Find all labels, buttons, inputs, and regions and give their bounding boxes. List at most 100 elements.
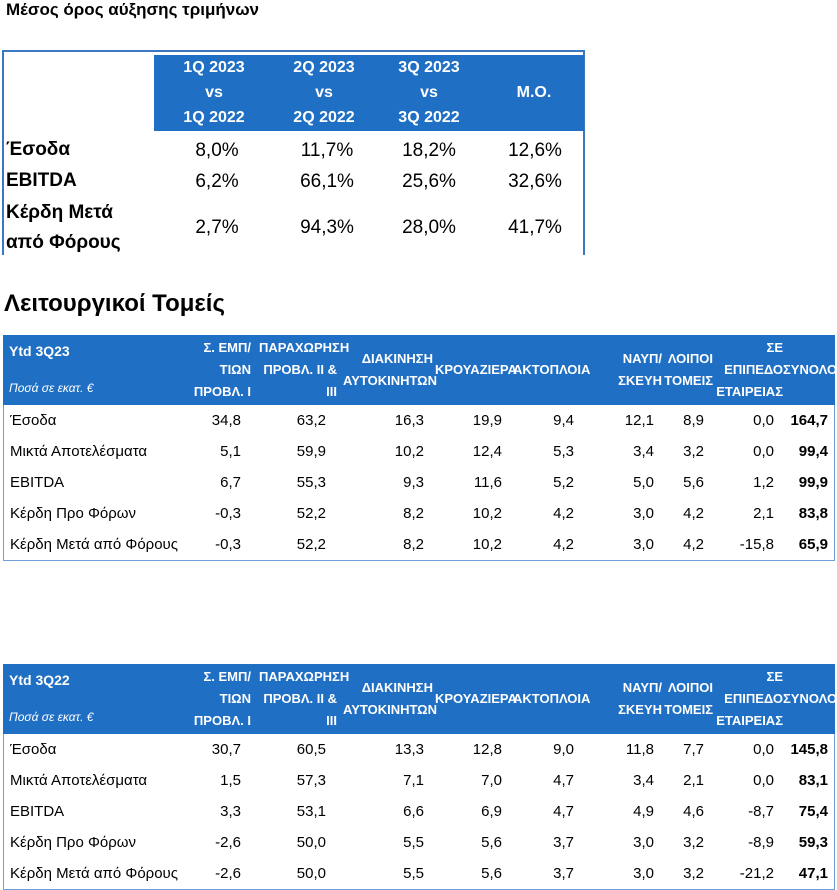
table-cell: 1,5 <box>220 772 241 789</box>
sector-table-3q23: Ytd 3Q23 Ποσά σε εκατ. € Σ. ΕΜΠ/ΤΙΩΝ ΠΡΟΒΛ.… <box>3 335 837 577</box>
growth-cell: 2,7% <box>195 217 239 238</box>
sector-table-title: Ytd 3Q23 <box>9 343 70 359</box>
column-header: ΚΡΟΥΑΖΙΕΡΑ <box>435 335 517 405</box>
row-label: Έσοδα <box>10 412 57 429</box>
table-cell: 5,6 <box>481 834 502 851</box>
column-header-line: ΕΤΑΙΡΕΙΑΣ <box>716 713 783 728</box>
column-header: ΔΙΑΚΙΝΗΣΗ ΑΥΤΟΚΙΝΗΤΩΝ <box>343 335 437 405</box>
row-label: EBITDA <box>10 474 65 491</box>
table-cell: 52,2 <box>296 505 326 522</box>
growth-row-label: EBITDA <box>6 170 77 191</box>
table-cell: 53,1 <box>296 803 326 820</box>
row-label: Κέρδη Προ Φόρων <box>10 834 137 851</box>
total-cell: 47,1 <box>798 865 828 882</box>
table-cell: 11,8 <box>625 741 654 758</box>
sector-table-header: Ytd 3Q23 Ποσά σε εκατ. € Σ. ΕΜΠ/ΤΙΩΝ ΠΡΟΒΛ.… <box>3 335 837 405</box>
table-row: Κέρδη Προ Φόρων -2,6 50,0 5,5 5,6 3,7 3,0 3,2 -8… <box>4 827 834 858</box>
table-cell: 8,9 <box>683 412 704 429</box>
sector-table-header: Ytd 3Q22 Ποσά σε εκατ. € Σ. ΕΜΠ/ΤΙΩΝ ΠΡΟΒΛ.… <box>3 664 837 734</box>
table-cell: 4,7 <box>553 772 574 789</box>
column-header: Σ. ΕΜΠ/ΤΙΩΝ ΠΡΟΒΛ. Ι <box>181 335 251 405</box>
table-row: EBITDA 3,3 53,1 6,6 6,9 4,7 4,9 4,6 -8,7 75,4 <box>4 796 834 827</box>
table-cell: 4,2 <box>683 536 704 553</box>
column-header-line: ΔΙΑΚΙΝΗΣΗ <box>361 351 433 366</box>
growth-header-q2: 2Q 2023 vs 2Q 2022 <box>264 55 384 131</box>
row-label: Κέρδη Προ Φόρων <box>10 505 137 522</box>
column-header: ΣΥΝΟΛΟ <box>783 335 837 405</box>
table-cell: -0,3 <box>215 505 241 522</box>
table-cell: 3,3 <box>220 803 241 820</box>
growth-cell: 8,0% <box>195 140 239 161</box>
amounts-unit-label: Ποσά σε εκατ. € <box>9 710 94 724</box>
table-cell: 4,2 <box>683 505 704 522</box>
growth-header-q3: 3Q 2023 vs 3Q 2022 <box>374 55 484 131</box>
column-header: ΝΑΥΠ/ΣΚΕΥΗ <box>588 335 662 405</box>
growth-row-label: Έσοδα <box>6 139 71 160</box>
table-cell: 63,2 <box>296 412 326 429</box>
table-cell: 13,3 <box>394 741 424 758</box>
column-header-line: ΣΥΝΟΛΟ <box>783 362 837 377</box>
total-cell: 83,1 <box>798 772 828 789</box>
table-cell: 5,5 <box>403 834 424 851</box>
table-cell: 55,3 <box>296 474 326 491</box>
column-header-line: ΠΡΟΒΛ. ΙΙ & ΙΙΙ <box>263 691 337 728</box>
table-cell: 3,7 <box>553 865 574 882</box>
table-cell: 5,0 <box>633 474 654 491</box>
table-cell: 30,7 <box>211 741 241 758</box>
table-row: Μικτά Αποτελέσματα 1,5 57,3 7,1 7,0 4,7 3,4 2,1… <box>4 765 834 796</box>
growth-title: Μέσος όρος αύξησης τριμήνων <box>6 0 260 19</box>
table-row: Κέρδη Μετά από Φόρους -2,6 50,0 5,5 5,6 3,7 3,… <box>4 858 834 889</box>
table-cell: 7,1 <box>403 772 424 789</box>
column-header-line: ΠΡΟΒΛ. Ι <box>193 384 251 399</box>
sector-table-title: Ytd 3Q22 <box>9 672 70 688</box>
growth-cell: 32,6% <box>508 171 562 192</box>
column-header: ΠΑΡΑΧΩΡΗΣΗ ΠΡΟΒΛ. ΙΙ & ΙΙΙ <box>259 335 349 405</box>
column-header-line: ΠΡΟΒΛ. Ι <box>193 713 251 728</box>
column-header-line: ΑΥΤΟΚΙΝΗΤΩΝ <box>343 373 437 388</box>
total-cell: 99,9 <box>798 474 828 491</box>
column-header-line: ΠΡΟΒΛ. ΙΙ & ΙΙΙ <box>263 362 337 399</box>
column-header-line: ΣΕ ΕΠΙΠΕΔΟ <box>724 669 783 706</box>
table-cell: 5,5 <box>403 865 424 882</box>
growth-cell: 94,3% <box>300 217 354 238</box>
table-cell: -0,3 <box>215 536 241 553</box>
table-cell: 3,7 <box>553 834 574 851</box>
growth-header-q3-line3: 3Q 2022 <box>398 109 460 126</box>
table-row: Έσοδα 34,8 63,2 16,3 19,9 9,4 12,1 8,9 0,0 164,7 <box>4 405 834 436</box>
growth-header-mo-label: M.O. <box>516 84 552 101</box>
table-cell: -15,8 <box>739 536 774 553</box>
table-cell: 12,4 <box>472 443 502 460</box>
table-row: Έσοδα 30,7 60,5 13,3 12,8 9,0 11,8 7,7 0,0 145,8 <box>4 734 834 765</box>
column-header-line: ΔΙΑΚΙΝΗΣΗ <box>361 680 433 695</box>
column-header-line: ΕΤΑΙΡΕΙΑΣ <box>716 384 783 399</box>
growth-cell: 41,7% <box>508 217 562 238</box>
table-cell: 3,2 <box>683 443 704 460</box>
total-cell: 164,7 <box>790 412 828 429</box>
column-header: ΣΕ ΕΠΙΠΕΔΟ ΕΤΑΙΡΕΙΑΣ <box>715 335 783 405</box>
total-cell: 145,8 <box>790 741 828 758</box>
table-cell: 4,6 <box>683 803 704 820</box>
column-header-line: ΤΟΜΕΙΣ <box>664 373 713 388</box>
growth-row-label: Κέρδη Μετά <box>6 202 113 223</box>
frame-right <box>583 50 585 255</box>
growth-header-q2-line3: 2Q 2022 <box>293 109 355 126</box>
growth-cell: 6,2% <box>195 171 239 192</box>
growth-cell: 18,2% <box>402 140 456 161</box>
table-cell: 5,2 <box>553 474 574 491</box>
column-header-line: ΣΥΝΟΛΟ <box>783 691 837 706</box>
growth-cell: 66,1% <box>300 171 354 192</box>
total-cell: 99,4 <box>798 443 828 460</box>
table-cell: 10,2 <box>472 505 502 522</box>
table-cell: 8,2 <box>403 536 424 553</box>
table-cell: 0,0 <box>753 741 774 758</box>
column-header: ΛΟΙΠΟΙ ΤΟΜΕΙΣ <box>663 335 713 405</box>
column-header-line: Σ. ΕΜΠ/ΤΙΩΝ <box>203 340 251 377</box>
column-header-line: ΣΕ ΕΠΙΠΕΔΟ <box>724 340 783 377</box>
table-cell: 4,2 <box>553 505 574 522</box>
table-cell: 57,3 <box>296 772 326 789</box>
column-header-line: ΠΑΡΑΧΩΡΗΣΗ <box>259 669 350 684</box>
row-label: Κέρδη Μετά από Φόρους <box>10 536 178 553</box>
growth-header-q1: 1Q 2023 vs 1Q 2022 <box>154 55 274 131</box>
column-header-line: ΑΚΤΟΠΛΟΙΑ <box>513 691 591 706</box>
growth-cell: 11,7% <box>300 140 354 161</box>
